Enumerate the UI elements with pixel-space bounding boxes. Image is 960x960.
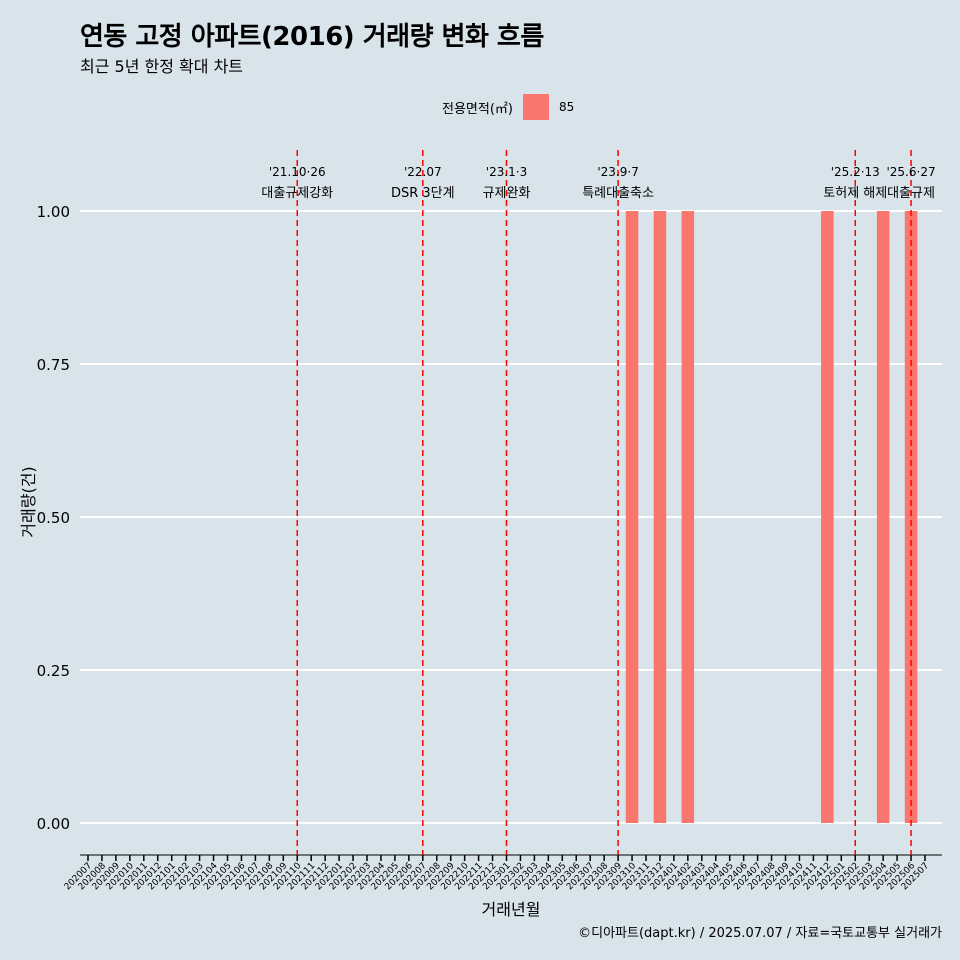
event-label: DSR 3단계 xyxy=(391,186,455,201)
chart-subtitle: 최근 5년 한정 확대 차트 xyxy=(80,57,244,76)
x-axis-title: 거래년월 xyxy=(482,900,541,919)
chart-title: 연동 고정 아파트(2016) 거래량 변화 흐름 xyxy=(80,22,544,52)
legend-label: 85 xyxy=(558,100,575,114)
event-date-label: '22.07 xyxy=(404,165,442,179)
legend-title: 전용면적(㎡) xyxy=(442,101,513,117)
event-label: 특례대출축소 xyxy=(582,186,654,201)
bar xyxy=(681,211,695,823)
legend-swatch xyxy=(522,94,549,120)
event-date-label: '23.9·7 xyxy=(597,165,638,179)
y-tick-label: 0.50 xyxy=(37,509,70,527)
bar xyxy=(653,211,667,823)
bar xyxy=(876,211,890,823)
event-label: 토허제 해제 xyxy=(823,186,887,201)
y-tick-label: 0.00 xyxy=(37,815,70,833)
event-label: 대출규제강화 xyxy=(261,186,333,201)
event-label: 대출규제 xyxy=(887,186,935,201)
event-date-label: '21.10·26 xyxy=(269,165,326,179)
bar xyxy=(904,211,918,823)
event-label: 규제완화 xyxy=(483,186,531,201)
event-date-label: '25.2·13 xyxy=(831,165,880,179)
caption: ©디아파트(dapt.kr) / 2025.07.07 / 자료=국토교통부 실… xyxy=(578,926,942,941)
event-date-label: '25.6·27 xyxy=(886,165,935,179)
y-axis-title: 거래량(건) xyxy=(19,466,38,537)
bar xyxy=(821,211,834,823)
legend: 전용면적(㎡) 85 xyxy=(442,93,574,121)
y-tick-label: 0.25 xyxy=(37,662,70,680)
y-tick-label: 0.75 xyxy=(37,356,70,374)
y-tick-label: 1.00 xyxy=(37,203,70,221)
event-date-label: '23.1·3 xyxy=(486,165,527,179)
bar xyxy=(625,211,639,823)
